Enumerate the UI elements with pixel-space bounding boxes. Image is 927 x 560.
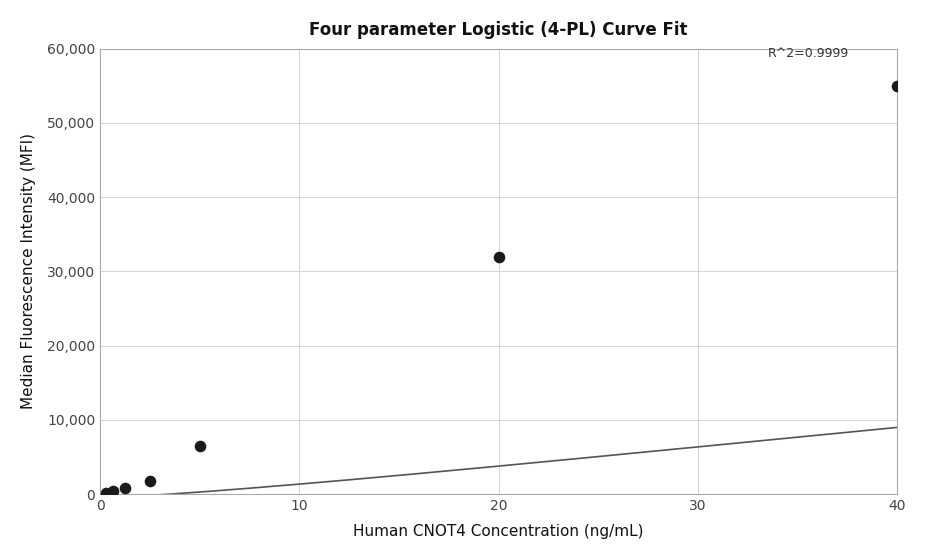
Point — [143, 477, 158, 486]
X-axis label: Human CNOT4 Concentration (ng/mL): Human CNOT4 Concentration (ng/mL) — [353, 524, 644, 539]
Text: R^2=0.9999: R^2=0.9999 — [768, 47, 849, 60]
Point — [118, 484, 133, 493]
Title: Four parameter Logistic (4-PL) Curve Fit: Four parameter Logistic (4-PL) Curve Fit — [310, 21, 688, 39]
Point — [99, 489, 114, 498]
Point — [192, 441, 207, 450]
Point — [105, 487, 120, 496]
Point — [890, 81, 905, 90]
Y-axis label: Median Fluorescence Intensity (MFI): Median Fluorescence Intensity (MFI) — [20, 133, 36, 409]
Point — [491, 252, 506, 261]
